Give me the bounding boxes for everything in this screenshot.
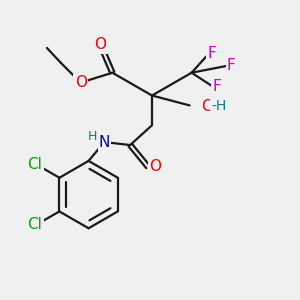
- Text: O: O: [202, 99, 214, 114]
- Text: F: F: [212, 79, 221, 94]
- Text: F: F: [227, 58, 236, 73]
- Text: H: H: [88, 130, 97, 142]
- Text: Cl: Cl: [27, 158, 42, 172]
- Text: Cl: Cl: [27, 217, 42, 232]
- Text: F: F: [207, 46, 216, 62]
- Text: O: O: [75, 75, 87, 90]
- Text: O: O: [149, 159, 161, 174]
- Text: -H: -H: [212, 99, 227, 113]
- Text: N: N: [99, 135, 110, 150]
- Text: O: O: [94, 38, 106, 52]
